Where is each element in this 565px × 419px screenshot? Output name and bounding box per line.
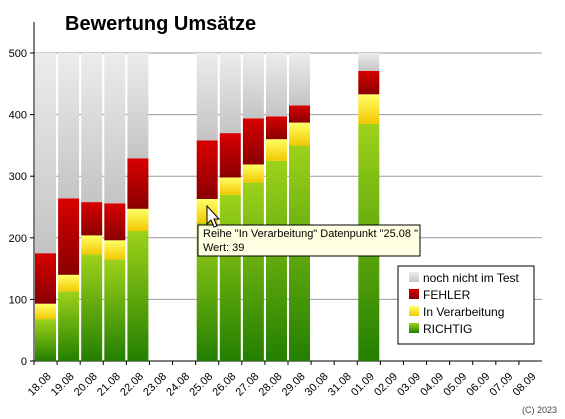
bar-segment-fehler[interactable] xyxy=(358,70,380,95)
bars[interactable] xyxy=(35,53,380,361)
bar-segment-fehler[interactable] xyxy=(242,118,264,165)
legend-label: RICHTIG xyxy=(423,322,472,336)
x-tick-label: 25.08 xyxy=(187,371,215,399)
bar-segment-in-verarbeitung[interactable] xyxy=(219,177,241,195)
bar-segment-richtig[interactable] xyxy=(266,160,287,361)
x-tick-label: 06.09 xyxy=(464,371,492,399)
bar-segment-fehler[interactable] xyxy=(35,253,56,304)
legend-label: In Verarbeitung xyxy=(423,305,504,319)
legend-swatch xyxy=(409,323,419,333)
y-tick-label: 200 xyxy=(9,233,27,245)
x-tick-label: 30.08 xyxy=(303,371,331,399)
bar-segment-in-verarbeitung[interactable] xyxy=(81,235,103,255)
tooltip-box xyxy=(197,224,421,257)
bar-segment-fehler[interactable] xyxy=(266,116,287,140)
bar-segment-richtig[interactable] xyxy=(219,194,241,361)
legend: noch nicht im Test FEHLER In Verarbeitung R… xyxy=(397,265,535,345)
x-tick-label: 21.08 xyxy=(95,371,123,399)
mouse-cursor-icon xyxy=(206,204,221,228)
x-tick-label: 20.08 xyxy=(72,371,100,399)
bar-segment-in-verarbeitung[interactable] xyxy=(266,139,287,161)
x-tick-label: 02.09 xyxy=(372,371,400,399)
legend-swatch xyxy=(409,289,419,299)
bar-segment-fehler[interactable] xyxy=(219,133,241,178)
x-tick-label: 07.09 xyxy=(488,371,516,399)
x-tick-label: 04.09 xyxy=(418,371,446,399)
bar-segment-noch-nicht-im-test[interactable] xyxy=(242,53,264,119)
bar-segment-noch-nicht-im-test[interactable] xyxy=(81,53,103,203)
bar-segment-noch-nicht-im-test[interactable] xyxy=(58,53,80,199)
bar-segment-fehler[interactable] xyxy=(104,203,126,241)
legend-label: FEHLER xyxy=(423,288,471,302)
x-tick-label: 28.08 xyxy=(257,371,285,399)
y-tick-label: 400 xyxy=(9,110,27,122)
bar-segment-in-verarbeitung[interactable] xyxy=(58,274,80,292)
bar-segment-in-verarbeitung[interactable] xyxy=(242,164,264,183)
bar-segment-in-verarbeitung[interactable] xyxy=(127,208,149,231)
x-tick-label: 08.09 xyxy=(511,371,539,399)
bar-segment-noch-nicht-im-test[interactable] xyxy=(35,53,56,254)
bar-segment-in-verarbeitung[interactable] xyxy=(104,240,126,260)
legend-box xyxy=(397,265,535,345)
x-tick-label: 22.08 xyxy=(118,371,146,399)
bar-segment-fehler[interactable] xyxy=(127,158,149,209)
bar-segment-fehler[interactable] xyxy=(81,202,103,236)
bar-segment-richtig[interactable] xyxy=(58,291,80,361)
x-tick-label: 23.08 xyxy=(141,371,169,399)
y-axis-labels: 0 100 200 300 400 500 xyxy=(9,48,27,368)
legend-label: noch nicht im Test xyxy=(423,271,519,285)
bar-segment-noch-nicht-im-test[interactable] xyxy=(266,53,287,117)
bar-segment-fehler[interactable] xyxy=(58,198,80,275)
bar-segment-richtig[interactable] xyxy=(242,182,264,361)
x-tick-label: 27.08 xyxy=(234,371,262,399)
x-tick-label: 26.08 xyxy=(210,371,238,399)
bar-segment-in-verarbeitung[interactable] xyxy=(289,122,310,146)
x-axis-labels: 18.0819.0820.0821.0822.0823.0824.0825.08… xyxy=(26,361,539,399)
bar-segment-richtig[interactable] xyxy=(127,231,149,361)
y-tick-label: 100 xyxy=(9,294,27,306)
bar-segment-fehler[interactable] xyxy=(196,140,218,200)
bar-segment-in-verarbeitung[interactable] xyxy=(358,94,380,124)
tooltip: Reihe "In Verarbeitung" Datenpunkt "25.0… xyxy=(197,224,421,257)
y-tick-label: 0 xyxy=(21,356,27,368)
chart-title: Bewertung Umsätze xyxy=(65,13,256,35)
x-tick-label: 01.09 xyxy=(349,371,377,399)
y-tick-label: 500 xyxy=(9,48,27,60)
tooltip-line-2: Wert: 39 xyxy=(203,242,244,254)
bar-segment-noch-nicht-im-test[interactable] xyxy=(358,53,380,71)
tooltip-line-1: Reihe "In Verarbeitung" Datenpunkt "25.0… xyxy=(203,228,418,240)
copyright-text: (C) 2023 xyxy=(522,405,557,415)
bar-segment-noch-nicht-im-test[interactable] xyxy=(127,53,149,159)
x-tick-label: 18.08 xyxy=(26,371,54,399)
bar-segment-richtig[interactable] xyxy=(196,223,218,361)
legend-swatch xyxy=(409,272,419,282)
bar-segment-noch-nicht-im-test[interactable] xyxy=(289,53,310,106)
bar-segment-noch-nicht-im-test[interactable] xyxy=(219,53,241,134)
bar-segment-noch-nicht-im-test[interactable] xyxy=(104,53,126,204)
x-tick-label: 19.08 xyxy=(49,371,77,399)
bar-segment-noch-nicht-im-test[interactable] xyxy=(196,53,218,141)
y-tick-label: 300 xyxy=(9,171,27,183)
x-tick-label: 29.08 xyxy=(280,371,308,399)
bar-segment-richtig[interactable] xyxy=(104,259,126,361)
x-tick-label: 31.08 xyxy=(326,371,354,399)
bar-segment-richtig[interactable] xyxy=(81,254,103,361)
x-tick-label: 03.09 xyxy=(395,371,423,399)
legend-swatch xyxy=(409,306,419,316)
x-tick-label: 05.09 xyxy=(441,371,469,399)
bar-segment-in-verarbeitung[interactable] xyxy=(35,303,56,320)
x-tick-label: 24.08 xyxy=(164,371,192,399)
bar-segment-fehler[interactable] xyxy=(289,105,310,123)
bar-segment-richtig[interactable] xyxy=(35,319,56,361)
